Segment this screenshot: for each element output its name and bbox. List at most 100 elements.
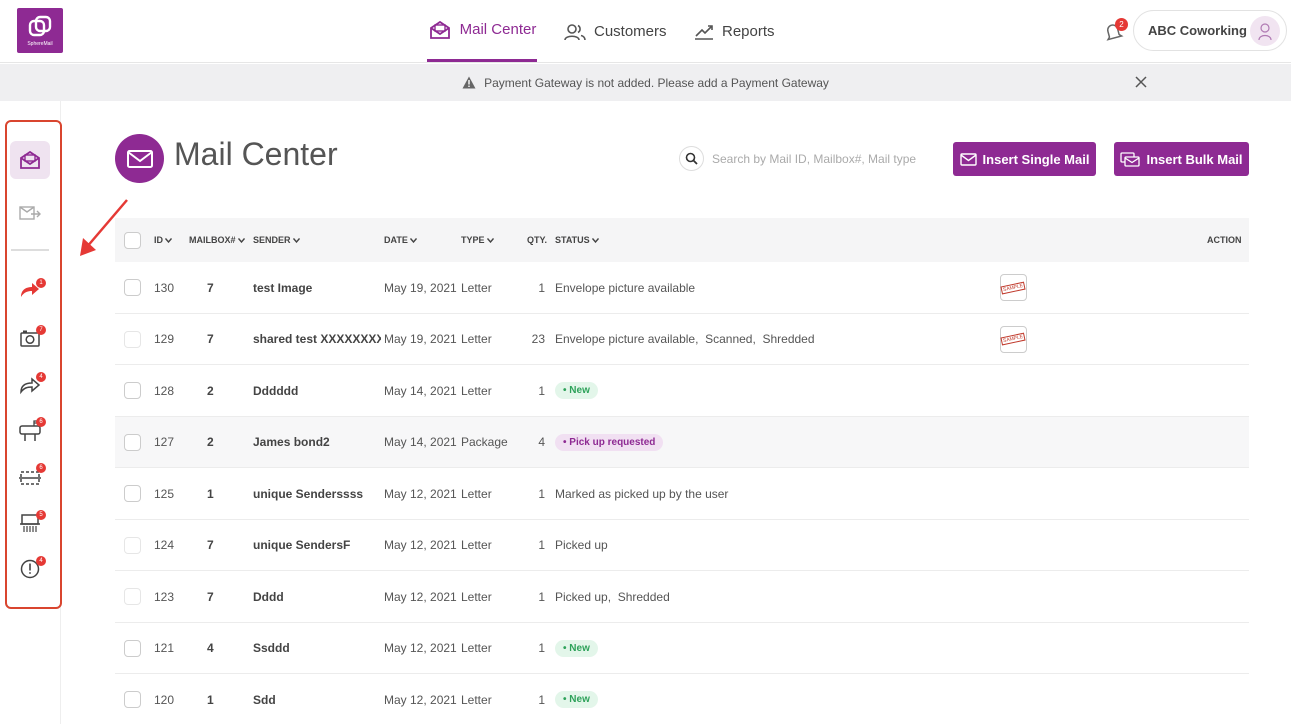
- table-header: ID MAILBOX# SENDER DATE TYPE QTY. STATUS…: [115, 218, 1249, 262]
- row-qty: 1: [538, 486, 545, 501]
- header-date-label: DATE: [384, 235, 408, 245]
- table-row[interactable]: 124 7 unique SendersF May 12, 2021 Lette…: [115, 520, 1249, 571]
- table-row[interactable]: 120 1 Sdd May 12, 2021 Letter 1 • New: [115, 674, 1249, 724]
- mail-open-icon: [20, 150, 40, 169]
- search-button[interactable]: [679, 146, 704, 171]
- logo-icon: [28, 15, 52, 36]
- row-sender: unique SendersF: [253, 538, 351, 552]
- row-checkbox[interactable]: [124, 330, 141, 348]
- sidebar-item-mail-forward[interactable]: [10, 193, 50, 231]
- sidebar-item-mail-center[interactable]: [10, 141, 50, 179]
- row-mailbox: 4: [207, 641, 214, 655]
- sidebar-item-alerts[interactable]: [10, 550, 50, 588]
- mail-table: ID MAILBOX# SENDER DATE TYPE QTY. STATUS…: [115, 218, 1249, 724]
- notification-badge: 2: [1115, 18, 1128, 31]
- notification-bell-icon[interactable]: [1102, 20, 1124, 42]
- forward-arrow-filled-icon: $: [19, 283, 39, 297]
- sidebar-item-shred[interactable]: [10, 504, 50, 542]
- insert-single-mail-button[interactable]: Insert Single Mail: [953, 142, 1096, 176]
- chevron-down-icon: [165, 237, 172, 243]
- multiple-envelopes-icon: [1120, 151, 1141, 167]
- table-row[interactable]: 129 7 shared test XXXXXXXXX May 19, 2021…: [115, 314, 1249, 365]
- logo-text: SphereMail: [27, 40, 53, 47]
- chevron-down-icon: [292, 237, 300, 243]
- envelope-thumbnail[interactable]: SAMPLE: [1000, 274, 1027, 301]
- user-avatar-icon: [1258, 23, 1272, 41]
- row-checkbox[interactable]: [124, 279, 141, 296]
- nav-customers-label: Customers: [594, 23, 667, 40]
- header-status[interactable]: STATUS: [555, 235, 599, 245]
- header-id[interactable]: ID: [154, 235, 172, 245]
- row-checkbox[interactable]: [124, 382, 141, 399]
- row-qty: 1: [538, 538, 545, 552]
- chevron-down-icon: [409, 237, 417, 243]
- sidebar-badge-requests: 1: [36, 278, 46, 288]
- sidebar-item-requests[interactable]: $: [10, 271, 50, 309]
- row-date: May 12, 2021: [384, 641, 457, 655]
- header-sender[interactable]: SENDER: [253, 235, 300, 245]
- sidebar-item-forward[interactable]: [10, 366, 50, 404]
- header-type[interactable]: TYPE: [461, 235, 494, 245]
- sidebar-badge-shred: 5: [36, 510, 46, 520]
- row-date: May 19, 2021: [384, 280, 457, 295]
- row-checkbox[interactable]: [124, 536, 141, 554]
- row-id: 130: [154, 280, 175, 295]
- envelope-thumbnail[interactable]: SAMPLE: [1000, 325, 1027, 353]
- row-sender: James bond2: [253, 435, 330, 449]
- page-title: Mail Center: [174, 136, 338, 172]
- row-date: May 12, 2021: [384, 538, 457, 552]
- account-menu[interactable]: ABC Coworking: [1133, 10, 1287, 51]
- svg-text:$: $: [19, 285, 23, 293]
- row-type: Letter: [461, 486, 492, 501]
- row-type: Letter: [461, 641, 492, 655]
- row-qty: 1: [538, 692, 545, 707]
- row-checkbox[interactable]: [124, 433, 141, 451]
- warning-icon: [462, 76, 476, 89]
- scanner-icon: [19, 471, 41, 485]
- row-checkbox[interactable]: [124, 485, 141, 502]
- trend-chart-icon: [695, 24, 713, 40]
- row-checkbox[interactable]: [124, 691, 141, 708]
- row-id: 121: [154, 641, 175, 655]
- search-input[interactable]: [712, 147, 937, 171]
- select-all-checkbox[interactable]: [124, 232, 141, 249]
- insert-bulk-mail-button[interactable]: Insert Bulk Mail: [1114, 142, 1249, 176]
- main-nav: Mail Center Customers Reports: [0, 0, 1291, 63]
- row-sender: Sdd: [253, 692, 276, 707]
- header-sender-label: SENDER: [253, 235, 291, 245]
- table-row[interactable]: 125 1 unique Senderssss May 12, 2021 Let…: [115, 468, 1249, 520]
- table-row[interactable]: 130 7 test Image May 19, 2021 Letter 1 E…: [115, 262, 1249, 314]
- header-date[interactable]: DATE: [384, 235, 417, 245]
- insert-bulk-mail-label: Insert Bulk Mail: [1146, 151, 1243, 167]
- app-logo[interactable]: SphereMail: [17, 8, 63, 53]
- row-mailbox: 2: [207, 383, 214, 398]
- nav-mail-center[interactable]: Mail Center: [427, 0, 537, 62]
- row-sender: Dddd: [253, 589, 284, 604]
- nav-reports[interactable]: Reports: [694, 0, 775, 63]
- header-type-label: TYPE: [461, 235, 485, 245]
- row-mailbox: 7: [207, 332, 214, 346]
- row-checkbox[interactable]: [124, 588, 141, 605]
- row-id: 123: [154, 589, 175, 604]
- row-qty: 1: [538, 383, 545, 398]
- envelope-icon: [126, 149, 153, 168]
- row-id: 128: [154, 383, 175, 398]
- table-row[interactable]: 127 2 James bond2 May 14, 2021 Package 4…: [115, 416, 1249, 468]
- row-type: Letter: [461, 332, 492, 346]
- header-action: ACTION: [1207, 235, 1242, 245]
- table-row[interactable]: 121 4 Ssddd May 12, 2021 Letter 1 • New: [115, 623, 1249, 674]
- row-type: Letter: [461, 538, 492, 552]
- header-mailbox[interactable]: MAILBOX#: [189, 235, 245, 245]
- row-status: Picked up, Shredded: [555, 589, 670, 604]
- row-type: Letter: [461, 383, 492, 398]
- table-row[interactable]: 128 2 Dddddd May 14, 2021 Letter 1 • New: [115, 365, 1249, 417]
- row-id: 125: [154, 486, 175, 501]
- row-checkbox[interactable]: [124, 639, 141, 657]
- sidebar-badge-scanned: 6: [36, 463, 46, 473]
- table-row[interactable]: 123 7 Dddd May 12, 2021 Letter 1 Picked …: [115, 571, 1249, 623]
- close-icon[interactable]: [1134, 75, 1148, 89]
- nav-customers[interactable]: Customers: [564, 0, 667, 63]
- sidebar-item-scanned[interactable]: [10, 458, 50, 496]
- row-type: Package: [461, 435, 508, 449]
- sidebar-item-scan[interactable]: [10, 319, 50, 357]
